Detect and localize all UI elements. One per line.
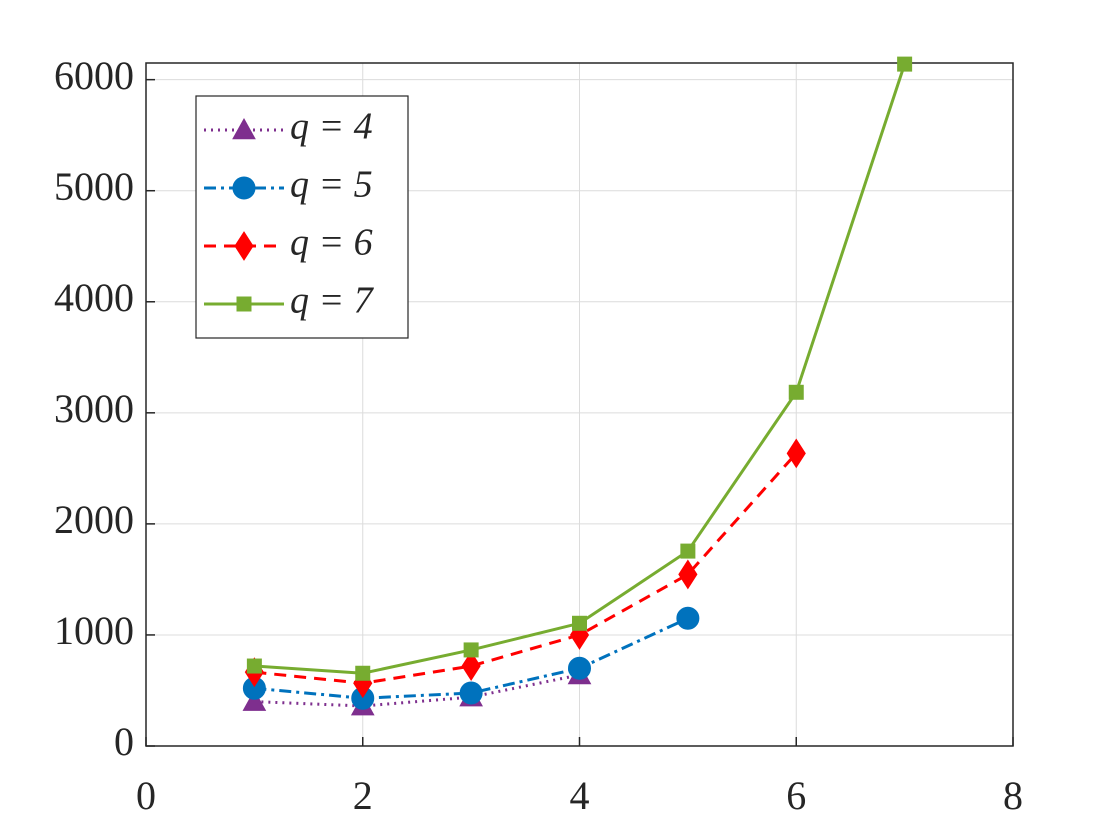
marker [246,658,262,674]
marker [242,689,267,711]
y-tick-label: 4000 [54,275,134,320]
marker [459,681,483,705]
marker [463,642,479,658]
plot-frame [145,62,1014,747]
marker [461,651,481,681]
x-tick-label: 8 [1003,773,1023,818]
marker [234,231,254,261]
legend-label: q = 7 [290,280,375,322]
marker [236,296,252,312]
marker [788,384,804,400]
marker [680,543,696,559]
x-tick-label: 4 [570,773,590,818]
y-tick-label: 3000 [54,386,134,431]
legend-label: q = 5 [290,164,373,206]
y-tick-label: 2000 [54,497,134,542]
x-tick-label: 0 [136,773,156,818]
marker [568,656,591,680]
legend-label: q = 4 [290,106,373,148]
y-tick-label: 6000 [54,53,134,98]
y-tick-label: 5000 [54,164,134,209]
x-tick-label: 2 [353,773,373,818]
marker [232,176,256,200]
marker [232,117,256,140]
marker [572,615,587,631]
y-tick-label: 0 [114,719,134,764]
series-line [254,673,580,708]
x-tick-label: 6 [786,773,806,818]
legend-box [195,95,409,339]
marker [786,438,806,469]
marker [897,56,913,72]
y-tick-label: 1000 [54,608,134,653]
legend-label: q = 6 [290,222,373,264]
legend: q = 4 q = 5 q = 6 q = 7 [195,95,409,339]
marker [678,559,698,590]
series-line [254,452,798,685]
marker [676,606,700,630]
marker [355,665,371,681]
